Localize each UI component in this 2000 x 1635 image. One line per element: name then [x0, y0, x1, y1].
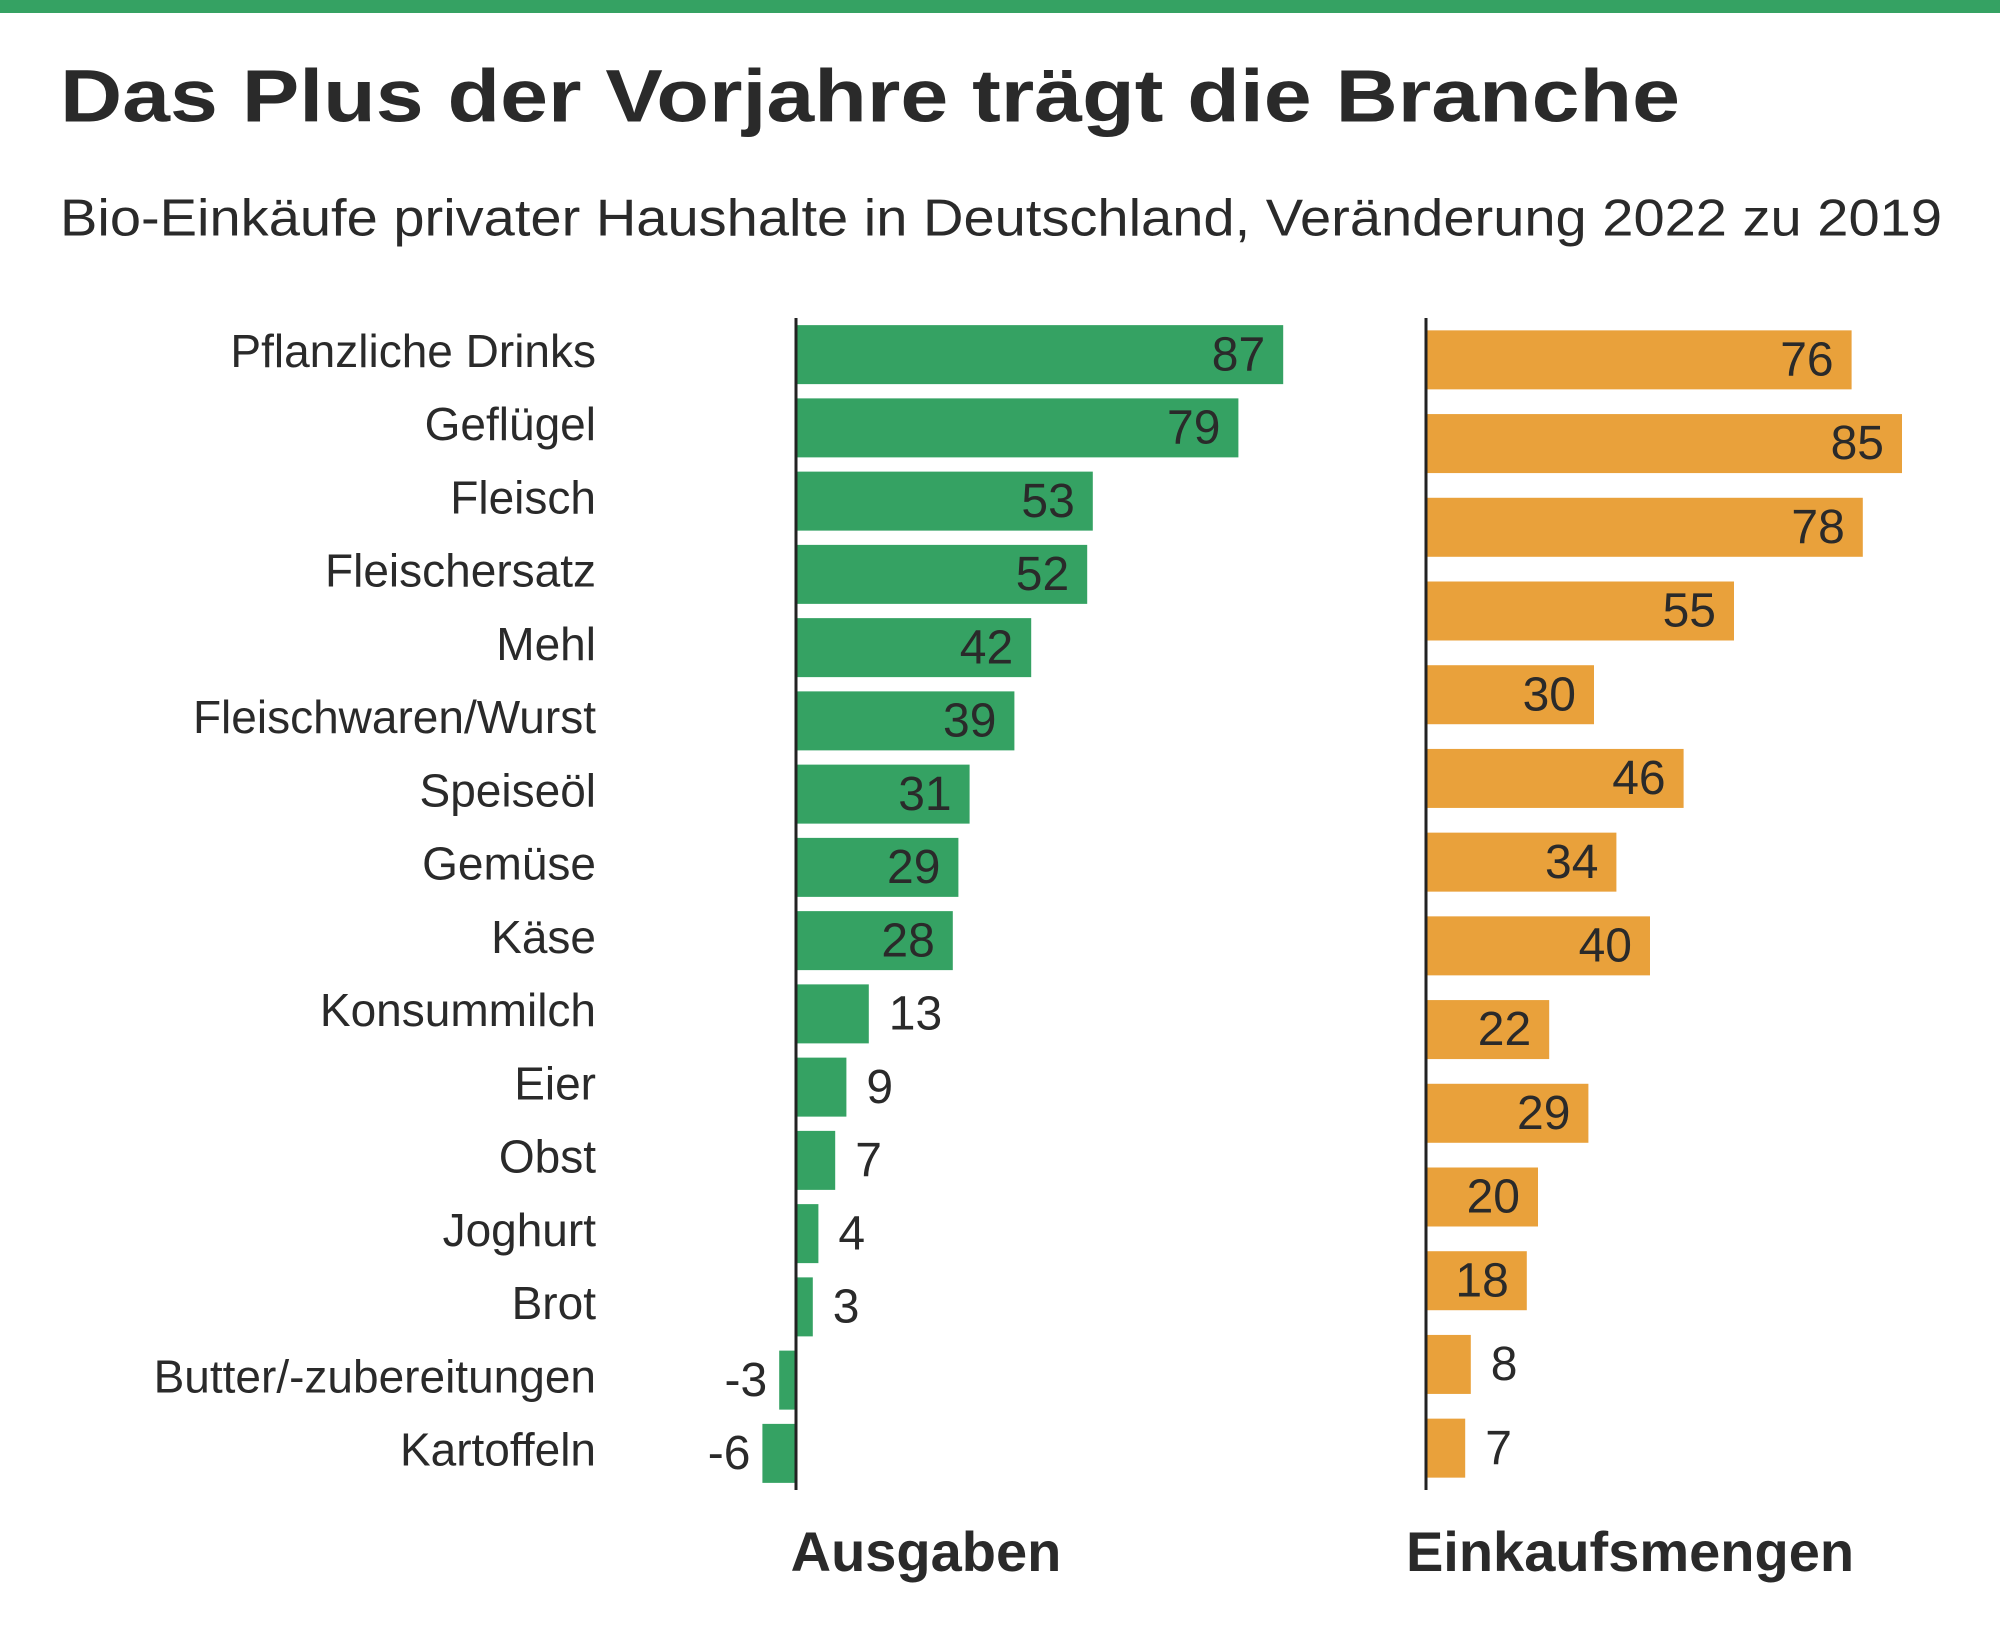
bar: [1426, 1334, 1471, 1394]
value-label: 13: [889, 988, 942, 1041]
bar: [1426, 1083, 1589, 1143]
bar: [796, 325, 1284, 385]
value-label: 79: [1167, 402, 1220, 455]
category-label: Fleisch: [450, 471, 596, 523]
value-label: 40: [1579, 920, 1632, 973]
category-label: Pflanzliche Drinks: [230, 325, 596, 377]
bar: [796, 544, 1088, 604]
category-label: Obst: [499, 1131, 596, 1183]
x-axis-label: Einkaufsmengen: [1406, 1520, 1854, 1583]
bar: [1426, 1418, 1466, 1478]
bar: [1426, 1167, 1538, 1227]
bar: [796, 398, 1239, 458]
bar: [1426, 581, 1734, 641]
bar: [1426, 748, 1684, 808]
bar: [796, 1204, 819, 1264]
category-label: Joghurt: [443, 1204, 597, 1256]
value-label: 34: [1545, 836, 1598, 889]
category-label: Brot: [512, 1277, 597, 1329]
value-label: 22: [1478, 1003, 1531, 1056]
value-label: 76: [1780, 334, 1833, 387]
bar: [779, 1350, 796, 1410]
value-label: 53: [1021, 475, 1074, 528]
bar: [796, 764, 970, 824]
value-label: -6: [708, 1427, 751, 1480]
bar: [1426, 916, 1650, 976]
bar: [796, 837, 959, 897]
bar: [1426, 665, 1594, 725]
value-label: 7: [855, 1134, 882, 1187]
value-label: 55: [1663, 585, 1716, 638]
value-label: 78: [1791, 501, 1844, 554]
bar: [1426, 1251, 1527, 1311]
category-label: Gemüse: [422, 838, 596, 890]
value-label: 52: [1016, 548, 1069, 601]
bar: [1426, 414, 1902, 474]
value-label: 87: [1212, 328, 1265, 381]
value-label: 28: [881, 914, 934, 967]
bar: [762, 1423, 796, 1483]
category-label: Kartoffeln: [400, 1424, 596, 1476]
bar: [796, 911, 953, 971]
value-label: 9: [866, 1061, 893, 1114]
bar: [1426, 497, 1863, 557]
value-label: 29: [887, 841, 940, 894]
chart-title: Das Plus der Vorjahre trägt die Branche: [60, 55, 1680, 138]
x-axis-label: Ausgaben: [791, 1520, 1062, 1583]
top-stripe: [0, 0, 2000, 13]
bar: [796, 1277, 813, 1337]
category-label: Mehl: [496, 618, 596, 670]
bar: [796, 1130, 836, 1190]
category-label: Geflügel: [425, 398, 596, 450]
value-label: 46: [1612, 752, 1665, 805]
bar: [796, 1057, 847, 1117]
value-label: 31: [898, 768, 951, 821]
value-label: 39: [943, 695, 996, 748]
value-label: 3: [833, 1281, 860, 1334]
value-label: 30: [1523, 668, 1576, 721]
bar: [796, 471, 1093, 531]
category-label: Konsummilch: [320, 984, 596, 1036]
category-label: Speiseöl: [420, 764, 596, 816]
bar: [796, 984, 869, 1044]
bar: [1426, 832, 1617, 892]
value-label: 7: [1485, 1422, 1512, 1475]
value-label: 85: [1831, 417, 1884, 470]
category-label: Eier: [514, 1057, 596, 1109]
category-label: Fleischwaren/Wurst: [193, 691, 596, 743]
category-label: Käse: [491, 911, 596, 963]
category-label: Fleischersatz: [325, 545, 596, 597]
value-label: -3: [725, 1354, 768, 1407]
value-label: 8: [1491, 1338, 1518, 1391]
bar: [796, 618, 1032, 678]
bar: [1426, 1000, 1550, 1060]
value-label: 20: [1467, 1171, 1520, 1224]
bar: [796, 691, 1015, 751]
value-label: 42: [960, 621, 1013, 674]
value-label: 29: [1517, 1087, 1570, 1140]
chart-subtitle: Bio-Einkäufe privater Haushalte in Deuts…: [60, 190, 1942, 248]
bar: [1426, 330, 1852, 390]
value-label: 18: [1455, 1254, 1508, 1307]
category-label: Butter/-zubereitungen: [154, 1350, 596, 1402]
value-label: 4: [838, 1207, 865, 1260]
